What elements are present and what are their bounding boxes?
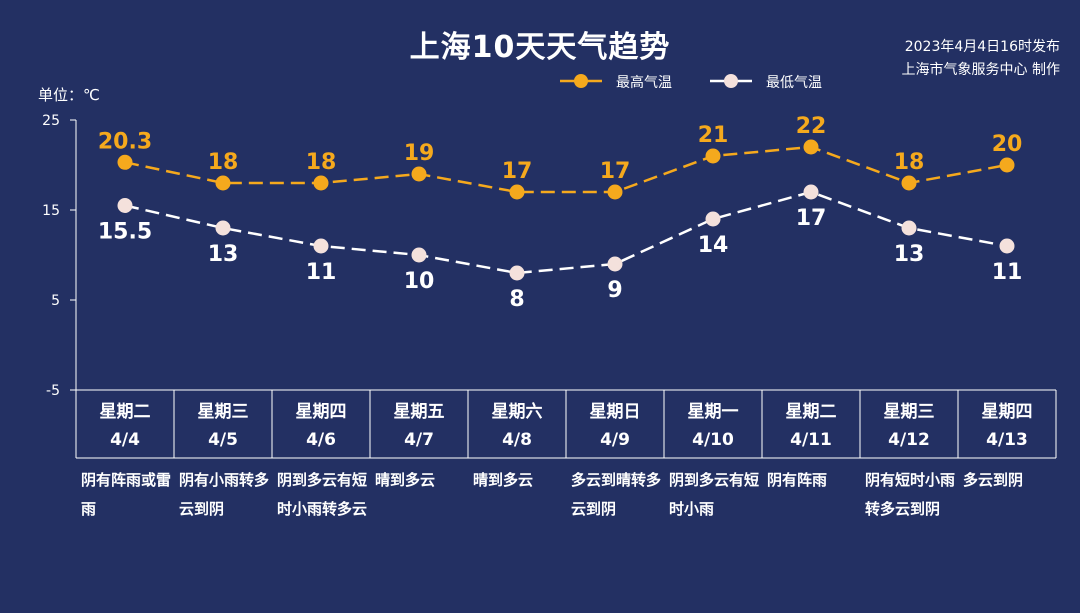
weather-description: 多云到阴 — [963, 471, 1024, 489]
low-temp-data-label: 15.5 — [98, 220, 152, 245]
low-temp-data-label: 13 — [894, 242, 925, 267]
low-temp-data-label: 11 — [992, 260, 1023, 285]
high-temp-data-label: 17 — [502, 159, 533, 184]
high-temp-point — [705, 148, 721, 164]
weekday-label: 星期四 — [295, 402, 347, 422]
date-label: 4/11 — [790, 430, 832, 450]
y-tick-label: 25 — [42, 113, 60, 129]
low-temp-point — [411, 247, 427, 263]
day-cell: 星期三 4/12 — [860, 392, 958, 459]
weather-description: 阴有小雨转多云到阴 — [179, 471, 270, 518]
high-temp-point — [509, 184, 525, 200]
date-label: 4/8 — [502, 430, 532, 450]
high-temp-data-label: 19 — [404, 141, 435, 166]
day-cell: 星期四 4/13 — [958, 392, 1056, 459]
day-cell: 星期二 4/4 — [76, 392, 174, 459]
weekday-label: 星期六 — [491, 402, 543, 422]
publish-time: 2023年4月4日16时发布 — [904, 39, 1060, 55]
weekday-label: 星期五 — [393, 402, 445, 422]
y-tick-label: 5 — [51, 293, 60, 309]
high-temp-point — [901, 175, 917, 191]
legend-low-swatch — [710, 74, 752, 88]
day-cell: 星期一 4/10 — [664, 392, 762, 459]
high-temp-data-label: 22 — [796, 114, 827, 139]
weekday-label: 星期三 — [197, 402, 249, 422]
day-cell: 星期六 4/8 — [468, 392, 566, 459]
weather-description: 阴有阵雨 — [767, 471, 828, 489]
weekday-label: 星期一 — [687, 402, 739, 422]
low-temp-point — [215, 220, 231, 236]
y-tick-label: -5 — [46, 383, 60, 399]
day-cell: 星期五 4/7 — [370, 392, 468, 459]
date-label: 4/13 — [986, 430, 1028, 450]
weekday-label: 星期二 — [785, 402, 837, 422]
chart-title: 上海10天天气趋势 — [409, 30, 671, 65]
weather-description: 多云到晴转多云到阴 — [571, 471, 662, 518]
weather-description: 阴有阵雨或雷雨 — [81, 471, 172, 518]
date-label: 4/4 — [110, 430, 140, 450]
high-temp-data-label: 18 — [306, 150, 337, 175]
publisher: 上海市气象服务中心 制作 — [901, 62, 1060, 78]
high-temp-point — [313, 175, 329, 191]
weather-description: 阴到多云有短时小雨转多云 — [277, 471, 368, 518]
low-temp-point — [901, 220, 917, 236]
legend-high-swatch — [560, 74, 602, 88]
low-temp-data-label: 14 — [698, 233, 729, 258]
high-temp-point — [117, 154, 133, 170]
unit-label: 单位：℃ — [38, 86, 100, 104]
weekday-label: 星期日 — [589, 402, 641, 422]
low-temp-point — [803, 184, 819, 200]
date-label: 4/12 — [888, 430, 930, 450]
y-tick-label: 15 — [42, 203, 60, 219]
day-cell: 星期二 4/11 — [762, 392, 860, 459]
weather-description: 晴到多云 — [375, 471, 436, 489]
weather-description: 晴到多云 — [473, 471, 534, 489]
high-temp-data-label: 20.3 — [98, 129, 152, 154]
day-cell: 星期日 4/9 — [566, 392, 664, 459]
low-temp-data-label: 9 — [607, 278, 622, 303]
high-temp-line — [124, 145, 1008, 194]
high-temp-data-label: 20 — [992, 132, 1023, 157]
high-temp-data-label: 17 — [600, 159, 631, 184]
weather-description: 阴有短时小雨转多云到阴 — [865, 471, 956, 518]
low-temp-point — [509, 265, 525, 281]
date-label: 4/7 — [404, 430, 434, 450]
publish-info: 2023年4月4日16时发布 上海市气象服务中心 制作 — [902, 36, 1060, 82]
weekday-label: 星期二 — [99, 402, 151, 422]
high-temp-data-label: 18 — [208, 150, 239, 175]
low-temp-point — [705, 211, 721, 227]
low-temp-line — [124, 190, 1008, 275]
low-temp-point — [999, 238, 1015, 254]
weekday-label: 星期三 — [883, 402, 935, 422]
low-temp-point — [313, 238, 329, 254]
day-cell: 星期三 4/5 — [174, 392, 272, 459]
low-temp-data-label: 10 — [404, 269, 435, 294]
high-temp-point — [607, 184, 623, 200]
legend-low-label: 最低气温 — [766, 75, 822, 91]
low-temp-data-label: 8 — [509, 287, 524, 312]
weekday-label: 星期四 — [981, 402, 1033, 422]
date-label: 4/5 — [208, 430, 238, 450]
legend-high-label: 最高气温 — [616, 75, 672, 91]
low-temp-point — [607, 256, 623, 272]
low-temp-data-label: 17 — [796, 206, 827, 231]
date-label: 4/6 — [306, 430, 336, 450]
high-temp-data-label: 21 — [698, 123, 729, 148]
high-temp-point — [411, 166, 427, 182]
high-temp-point — [999, 157, 1015, 173]
high-temp-point — [215, 175, 231, 191]
low-temp-point — [117, 198, 133, 213]
date-label: 4/9 — [600, 430, 630, 450]
low-temp-data-label: 11 — [306, 260, 337, 285]
high-temp-point — [803, 139, 819, 155]
low-temp-data-label: 13 — [208, 242, 239, 267]
weather-description: 阴到多云有短时小雨 — [669, 471, 760, 518]
day-cell: 星期四 4/6 — [272, 392, 370, 459]
high-temp-data-label: 18 — [894, 150, 925, 175]
date-label: 4/10 — [692, 430, 734, 450]
